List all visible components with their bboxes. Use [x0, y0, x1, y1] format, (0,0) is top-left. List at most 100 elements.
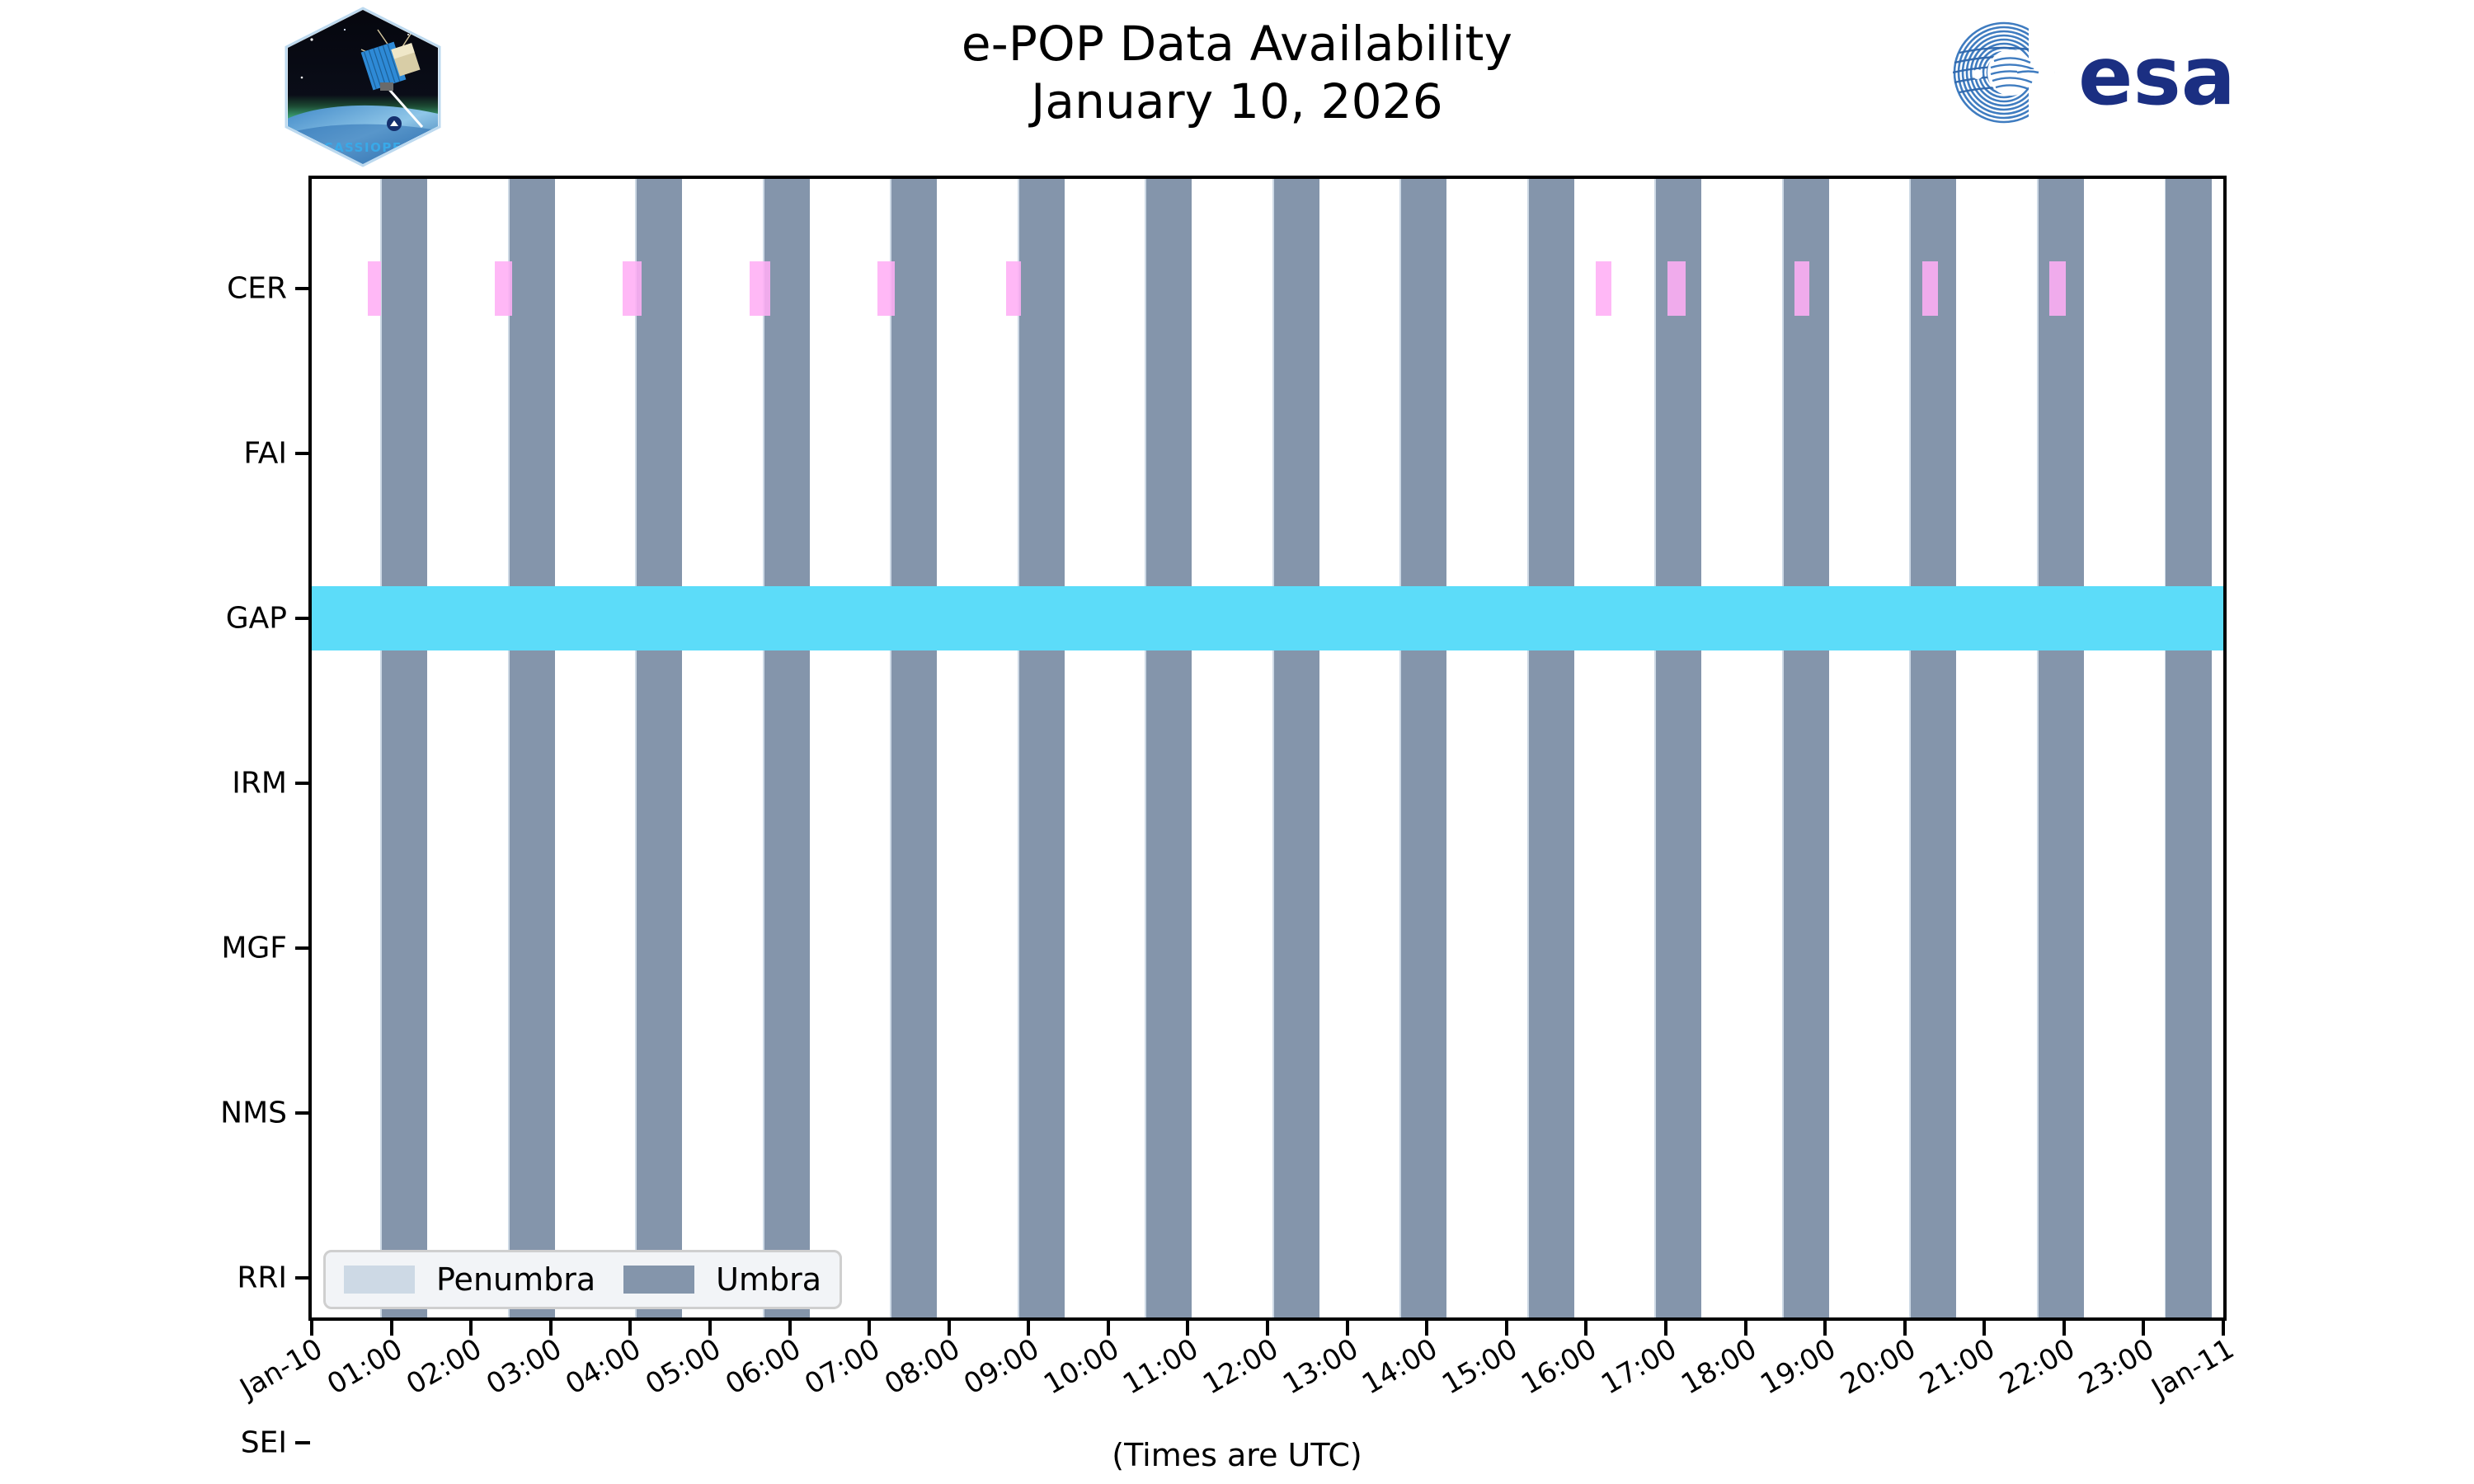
- cer-data-bar: [1006, 261, 1021, 316]
- penumbra-band: [1654, 179, 1657, 1317]
- y-axis-label-rri: RRI: [237, 1261, 287, 1295]
- cer-data-bar: [1667, 261, 1686, 316]
- page-title: e-POP Data Availability January 10, 2026: [577, 15, 1897, 130]
- x-axis-tick: [1027, 1321, 1031, 1336]
- y-axis-label-fai: FAI: [243, 436, 287, 471]
- y-axis-label-gap: GAP: [225, 601, 287, 636]
- penumbra-band: [890, 179, 892, 1317]
- penumbra-band: [380, 179, 383, 1317]
- availability-chart-plot-area: [308, 176, 2227, 1321]
- umbra-band: [891, 179, 938, 1317]
- penumbra-band: [1399, 179, 1402, 1317]
- umbra-band: [381, 179, 428, 1317]
- penumbra-band: [1272, 179, 1274, 1317]
- esa-logo-icon: esa: [1953, 21, 2236, 124]
- penumbra-band: [1017, 179, 1019, 1317]
- page-header: CASSIOPE e-POP Data Availability January…: [0, 0, 2474, 173]
- umbra-band: [637, 179, 683, 1317]
- y-axis-label-sei: SEI: [240, 1425, 287, 1460]
- y-axis-tick: [295, 287, 310, 290]
- legend-item-penumbra[interactable]: Penumbra: [344, 1261, 595, 1298]
- penumbra-band: [1526, 179, 1529, 1317]
- cassiope-logo-icon: CASSIOPE: [285, 7, 441, 167]
- penumbra-band: [762, 179, 764, 1317]
- cer-data-bar: [622, 261, 642, 316]
- x-axis-tick: [310, 1321, 313, 1336]
- x-axis-tick: [1266, 1321, 1269, 1336]
- x-axis-tick: [708, 1321, 712, 1336]
- y-axis-label-irm: IRM: [232, 766, 287, 801]
- x-axis-tick: [2062, 1321, 2066, 1336]
- y-axis-tick: [295, 617, 310, 620]
- umbra-band: [2166, 179, 2212, 1317]
- y-axis-tick: [295, 782, 310, 785]
- umbra-band: [1783, 179, 1829, 1317]
- x-axis-tick: [1186, 1321, 1190, 1336]
- cer-data-bar: [1921, 261, 1939, 316]
- legend-swatch-umbra: [623, 1266, 695, 1294]
- x-axis-tick: [1504, 1321, 1508, 1336]
- x-axis-tick: [1743, 1321, 1747, 1336]
- y-axis-tick: [295, 452, 310, 455]
- umbra-band: [1018, 179, 1065, 1317]
- gap-data-band: [312, 586, 2223, 650]
- cer-data-bar: [2049, 261, 2066, 316]
- title-line-2: January 10, 2026: [1031, 73, 1443, 129]
- umbra-band: [1528, 179, 1574, 1317]
- x-axis-tick: [1982, 1321, 1987, 1336]
- legend-label-umbra: Umbra: [716, 1261, 822, 1298]
- x-axis-tick: [628, 1321, 633, 1336]
- penumbra-band: [1145, 179, 1147, 1317]
- penumbra-band: [2036, 179, 2039, 1317]
- penumbra-band: [1781, 179, 1784, 1317]
- x-axis-tick: [868, 1321, 872, 1336]
- x-axis-tick: [2142, 1321, 2146, 1336]
- umbra-band: [1401, 179, 1447, 1317]
- x-axis-tick: [788, 1321, 792, 1336]
- penumbra-band: [2164, 179, 2166, 1317]
- penumbra-band: [507, 179, 510, 1317]
- x-axis-tick: [548, 1321, 553, 1336]
- y-axis-tick: [295, 1276, 310, 1280]
- umbra-band: [1146, 179, 1192, 1317]
- title-line-1: e-POP Data Availability: [961, 16, 1513, 72]
- x-axis-tick: [389, 1321, 393, 1336]
- x-axis-tick: [2222, 1321, 2225, 1336]
- cer-data-bar: [495, 261, 513, 316]
- x-axis-title: (Times are UTC): [1112, 1437, 1362, 1473]
- y-axis-label-nms: NMS: [220, 1096, 287, 1130]
- umbra-band: [509, 179, 555, 1317]
- y-axis-label-mgf: MGF: [221, 931, 287, 965]
- y-axis-label-cer: CER: [227, 271, 287, 306]
- umbra-band: [2038, 179, 2084, 1317]
- y-axis-tick: [295, 1441, 310, 1444]
- penumbra-band: [635, 179, 637, 1317]
- umbra-band: [1911, 179, 1957, 1317]
- umbra-band: [764, 179, 810, 1317]
- cassiope-logo: CASSIOPE: [280, 7, 445, 167]
- y-axis-tick: [295, 1111, 310, 1115]
- esa-logo: esa: [1946, 15, 2317, 130]
- legend-label-penumbra: Penumbra: [436, 1261, 596, 1298]
- y-axis-tick: [295, 946, 310, 950]
- plot-inner: [312, 179, 2223, 1317]
- x-axis-tick: [947, 1321, 951, 1336]
- legend-item-umbra[interactable]: Umbra: [623, 1261, 821, 1298]
- cer-data-bar: [367, 261, 381, 316]
- x-axis-tick: [1823, 1321, 1827, 1336]
- umbra-band: [1273, 179, 1319, 1317]
- x-axis-tick: [1425, 1321, 1429, 1336]
- cer-data-bar: [877, 261, 895, 316]
- x-axis-tick: [1903, 1321, 1907, 1336]
- x-axis-tick: [1106, 1321, 1110, 1336]
- x-axis-tick: [1345, 1321, 1349, 1336]
- svg-text:CASSIOPE: CASSIOPE: [323, 140, 402, 155]
- esa-wordmark: esa: [2078, 30, 2236, 124]
- x-axis-tick: [1584, 1321, 1588, 1336]
- legend-swatch-penumbra: [344, 1266, 415, 1294]
- x-axis-tick: [469, 1321, 473, 1336]
- cer-data-bar: [750, 261, 771, 316]
- x-axis-tick: [1663, 1321, 1667, 1336]
- cer-data-bar: [1794, 261, 1809, 316]
- umbra-band: [1656, 179, 1702, 1317]
